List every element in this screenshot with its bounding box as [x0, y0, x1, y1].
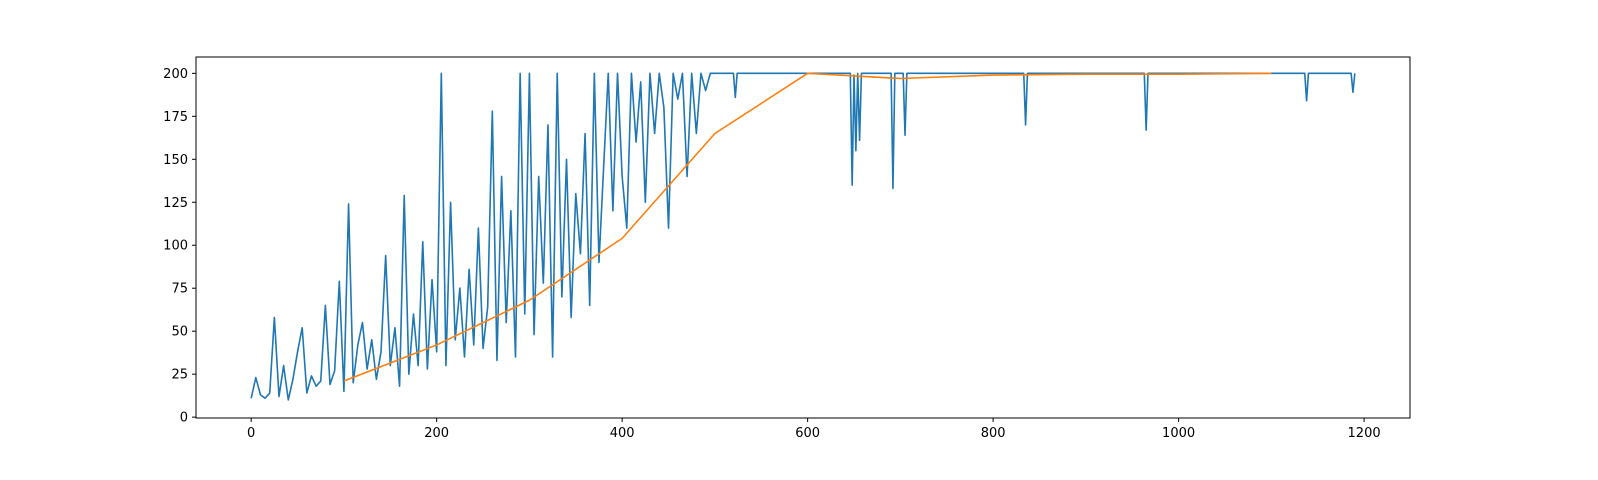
- y-tick-label: 50: [171, 325, 188, 340]
- x-tick-label: 1200: [1348, 426, 1381, 441]
- series-line: [250, 72, 1356, 401]
- y-tick-label: 75: [171, 282, 188, 297]
- y-tick-label: 25: [171, 368, 188, 383]
- y-tick-label: 200: [163, 67, 188, 82]
- x-tick-label: 0: [247, 426, 255, 441]
- plot-frame: [195, 56, 1411, 419]
- series-line: [343, 72, 1272, 382]
- y-tick-label: 175: [163, 110, 188, 125]
- y-tick-label: 125: [163, 196, 188, 211]
- y-tick-label: 100: [163, 239, 188, 254]
- y-tick-label: 150: [163, 153, 188, 168]
- x-tick-label: 200: [424, 426, 449, 441]
- x-tick-label: 1000: [1162, 426, 1195, 441]
- x-tick-label: 400: [610, 426, 635, 441]
- x-tick-label: 800: [981, 426, 1006, 441]
- x-tick-label: 600: [795, 426, 820, 441]
- y-tick-label: 0: [180, 411, 188, 426]
